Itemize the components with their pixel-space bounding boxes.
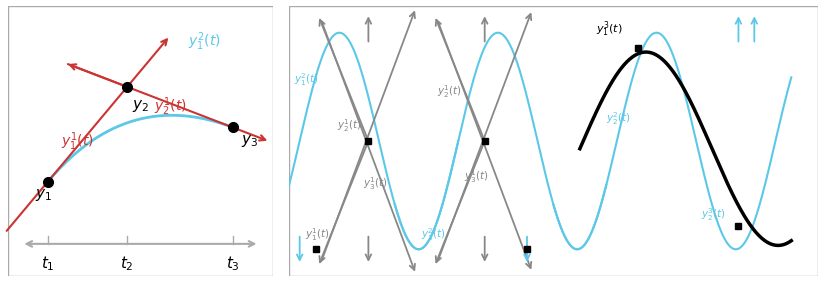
Text: $y_1^3(t)$: $y_1^3(t)$ [596, 19, 623, 39]
Text: $y_2^1(t)$: $y_2^1(t)$ [437, 83, 463, 100]
Text: $y_3^2(t)$: $y_3^2(t)$ [421, 226, 446, 243]
Text: $y_3^1(t)$: $y_3^1(t)$ [363, 176, 388, 192]
Text: $y_2$: $y_2$ [132, 98, 150, 114]
Text: $y_2^2(t)$: $y_2^2(t)$ [606, 110, 631, 127]
Text: $y_2^1(t)$: $y_2^1(t)$ [337, 118, 362, 135]
Text: $y_3^1(t)$: $y_3^1(t)$ [463, 168, 489, 185]
Text: $y_2^1(t)$: $y_2^1(t)$ [154, 96, 187, 118]
Text: $y_1^1(t)$: $y_1^1(t)$ [61, 131, 94, 153]
Text: $t_2$: $t_2$ [121, 254, 134, 273]
Text: $y_1^1(t)$: $y_1^1(t)$ [305, 226, 330, 243]
Text: $t_1$: $t_1$ [41, 254, 55, 273]
Text: $y_1^2(t)$: $y_1^2(t)$ [294, 71, 320, 88]
Text: $y_1^2(t)$: $y_1^2(t)$ [188, 31, 221, 53]
Text: $y_2^3(t)$: $y_2^3(t)$ [701, 206, 727, 223]
Text: $y_3$: $y_3$ [241, 133, 259, 149]
Text: $y_1$: $y_1$ [35, 187, 52, 203]
Text: $t_3$: $t_3$ [226, 254, 240, 273]
